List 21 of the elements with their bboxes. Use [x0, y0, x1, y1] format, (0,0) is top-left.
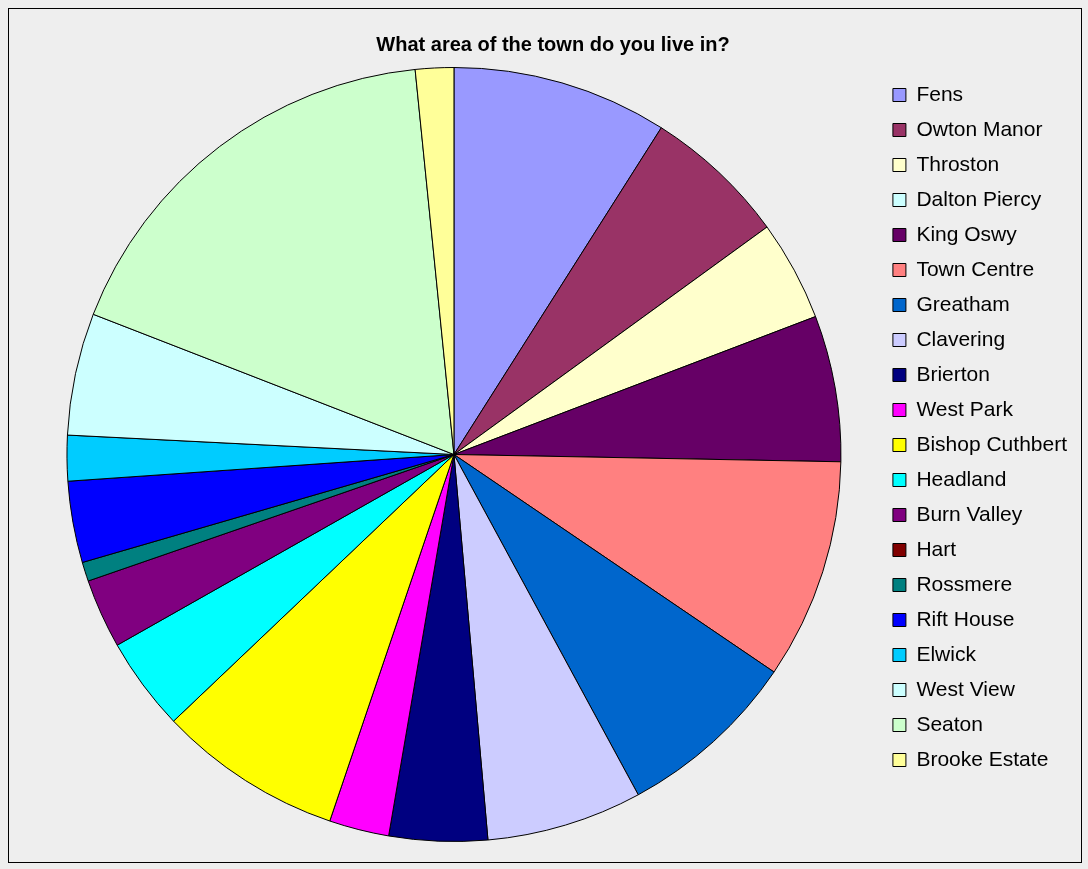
legend-label: Brooke Estate: [916, 746, 1049, 770]
legend-label: Brierton: [916, 361, 990, 385]
legend-label: Rossmere: [916, 571, 1013, 595]
legend-label: Headland: [916, 466, 1007, 490]
legend-label: West View: [916, 676, 1016, 700]
legend-label: Rift House: [916, 606, 1015, 630]
legend-label: Town Centre: [916, 256, 1035, 280]
legend-label: Owton Manor: [916, 116, 1043, 140]
legend-label: Greatham: [916, 291, 1010, 315]
legend-label: Dalton Piercy: [916, 186, 1042, 210]
legend-label: Elwick: [916, 641, 977, 665]
legend-label: Throston: [916, 151, 1000, 175]
legend-label: Bishop Cuthbert: [916, 431, 1068, 455]
legend-label: Clavering: [916, 326, 1006, 350]
legend-label: Seaton: [916, 711, 983, 735]
chart-title: What area of the town do you live in?: [376, 32, 730, 55]
legend-label: King Oswy: [916, 221, 1018, 245]
legend-label: Hart: [916, 536, 957, 560]
legend-label: Fens: [916, 81, 964, 105]
legend-label: Burn Valley: [916, 501, 1023, 525]
legend-label: West Park: [916, 396, 1014, 420]
